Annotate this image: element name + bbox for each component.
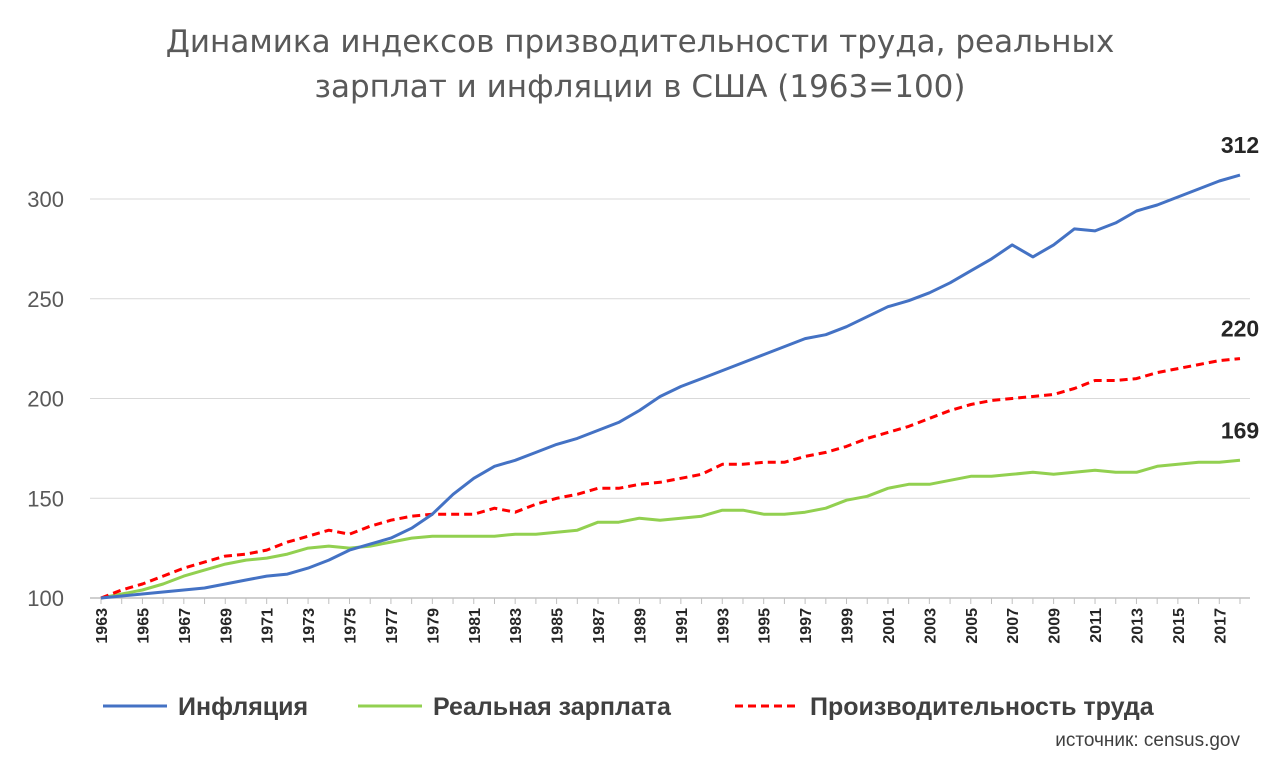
x-tick-label-1967: 1967: [177, 608, 194, 644]
x-tick-label-1987: 1987: [591, 608, 608, 644]
gridlines: [90, 198, 1250, 599]
series-line-реальная-зарплата: [100, 458, 1241, 600]
legend-label-inflation: Инфляция: [178, 693, 308, 721]
end-labels: 312 169 220: [1221, 132, 1259, 443]
x-tick-label-2015: 2015: [1171, 608, 1188, 644]
y-tick-label-200: 200: [27, 387, 64, 412]
x-tick-label-1977: 1977: [384, 608, 401, 644]
x-tick-label-1993: 1993: [715, 608, 732, 644]
x-axis-ticks: 1963 1965 1967 1969 1971 1973 1975 1977 1979 1981…: [94, 598, 1241, 644]
y-tick-label-250: 250: [27, 287, 64, 312]
y-axis-ticks: 100 150 200 250 300: [27, 187, 64, 611]
x-tick-label-1973: 1973: [301, 608, 318, 644]
x-tick-label-1965: 1965: [135, 608, 152, 644]
series-line-инфляция: [100, 173, 1241, 600]
source-note: источник: census.gov: [1055, 730, 1240, 751]
end-label-производительность-труда: 220: [1221, 316, 1259, 342]
legend-label-productivity: Производительность труда: [810, 693, 1155, 721]
x-tick-label-2009: 2009: [1047, 608, 1064, 644]
series-lines: [100, 173, 1241, 600]
x-tick-label-1991: 1991: [674, 608, 691, 644]
y-tick-label-100: 100: [27, 586, 64, 611]
x-tick-label-1983: 1983: [508, 608, 525, 644]
x-tick-label-2017: 2017: [1212, 608, 1229, 644]
end-label-реальная-зарплата: 169: [1221, 417, 1259, 443]
legend-label-real-wage: Реальная зарплата: [433, 693, 672, 721]
x-tick-label-1985: 1985: [550, 608, 567, 644]
x-tick-label-2005: 2005: [964, 608, 981, 644]
x-tick-label-2001: 2001: [881, 608, 898, 644]
series-line-производительность-труда: [100, 357, 1241, 600]
x-tick-label-1997: 1997: [798, 608, 815, 644]
x-tick-label-1963: 1963: [94, 608, 111, 644]
x-tick-label-1975: 1975: [343, 608, 360, 644]
end-label-инфляция: 312: [1221, 132, 1259, 158]
x-tick-label-1989: 1989: [632, 608, 649, 644]
x-tick-label-1979: 1979: [425, 608, 442, 644]
x-tick-label-2013: 2013: [1129, 608, 1146, 644]
y-tick-label-300: 300: [27, 187, 64, 212]
x-tick-label-1981: 1981: [467, 608, 484, 644]
x-tick-label-1971: 1971: [260, 608, 277, 644]
x-tick-label-2003: 2003: [922, 608, 939, 644]
x-tick-label-2011: 2011: [1088, 608, 1105, 643]
chart-title-line-1: Динамика индексов призводительности труд…: [166, 24, 1115, 60]
chart-title-line-2: зарплат и инфляции в США (1963=100): [315, 69, 966, 105]
y-tick-label-150: 150: [27, 486, 64, 511]
x-tick-label-1995: 1995: [757, 608, 774, 644]
x-tick-label-1969: 1969: [218, 608, 235, 644]
legend: Инфляция Реальная зарплата Производитель…: [103, 693, 1155, 721]
x-tick-label-2007: 2007: [1005, 608, 1022, 644]
x-tick-label-1999: 1999: [840, 608, 857, 644]
